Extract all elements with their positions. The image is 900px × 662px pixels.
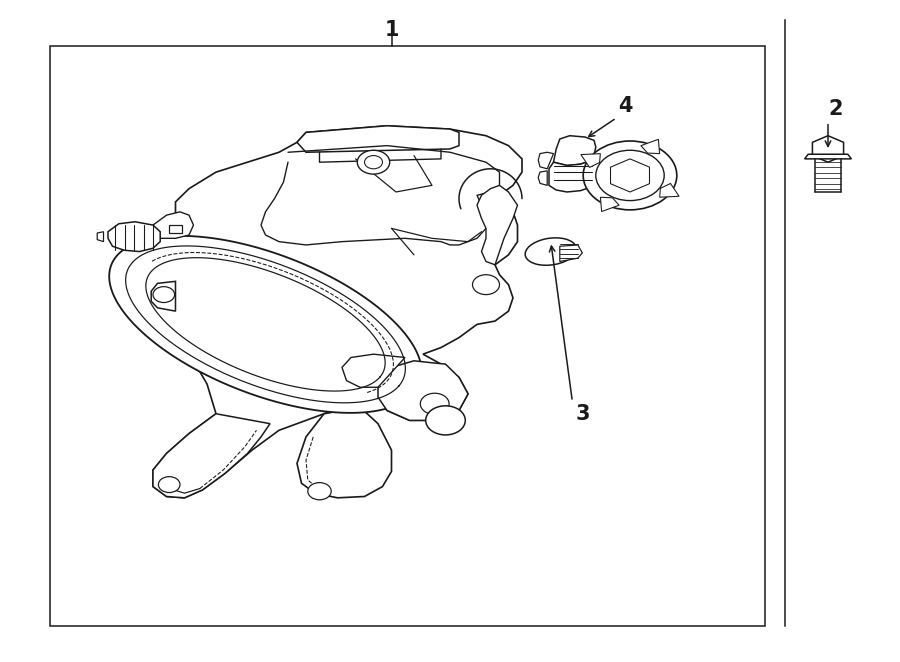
Polygon shape [153,126,522,498]
Text: 1: 1 [384,20,399,40]
Polygon shape [109,236,422,413]
Circle shape [596,150,664,201]
Polygon shape [151,281,176,311]
Polygon shape [538,152,554,169]
Polygon shape [641,139,660,154]
Polygon shape [342,354,405,387]
Polygon shape [153,414,270,498]
Text: 3: 3 [576,404,590,424]
Polygon shape [169,225,182,233]
Polygon shape [560,245,582,261]
Polygon shape [549,160,594,192]
Polygon shape [580,154,600,167]
Polygon shape [600,197,619,212]
Polygon shape [97,232,104,242]
Polygon shape [108,222,160,252]
Polygon shape [813,136,843,162]
Circle shape [364,156,382,169]
Polygon shape [297,126,459,152]
Text: 2: 2 [828,99,842,119]
Polygon shape [378,361,468,420]
Polygon shape [805,154,851,159]
Polygon shape [610,159,650,192]
Polygon shape [477,185,517,265]
Polygon shape [554,136,596,166]
Circle shape [426,406,465,435]
Circle shape [158,477,180,493]
Polygon shape [660,183,680,197]
Ellipse shape [526,238,576,265]
Circle shape [583,141,677,210]
Polygon shape [153,212,194,238]
Circle shape [153,287,175,303]
Circle shape [420,393,449,414]
Circle shape [308,483,331,500]
Circle shape [357,150,390,174]
Polygon shape [538,171,547,185]
Text: 4: 4 [618,96,633,116]
Bar [50,46,765,626]
Circle shape [472,275,500,295]
Polygon shape [297,407,392,498]
